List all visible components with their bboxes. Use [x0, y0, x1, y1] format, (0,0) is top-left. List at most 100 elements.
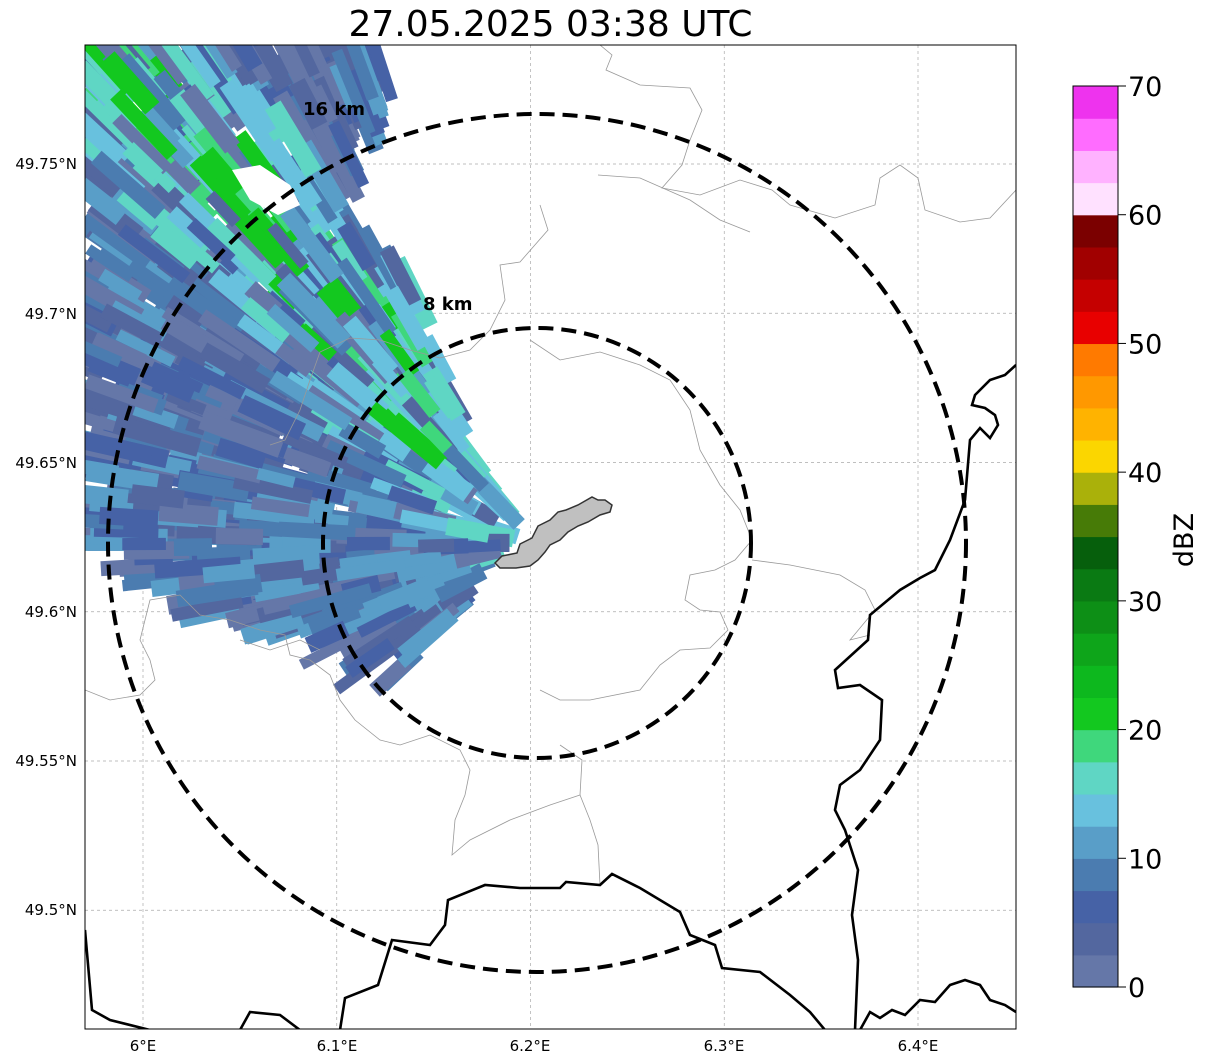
colorbar-bin-23 [1073, 214, 1118, 248]
echo-cell [85, 177, 128, 226]
echo-cell [170, 595, 244, 622]
echo-cell [90, 150, 166, 220]
echo-cell [331, 239, 368, 284]
colorbar-label: dBZ [1169, 513, 1200, 567]
echo-cell [117, 224, 191, 284]
echo-cell [226, 45, 263, 72]
echo-cell [397, 608, 455, 658]
longitude-ticks: 6°E 6.1°E 6.2°E 6.3°E 6.4°E [130, 1037, 939, 1055]
echo-cell [173, 538, 213, 557]
echo-cell [180, 83, 240, 154]
echo-cell [93, 332, 147, 367]
colorbar-bin-3 [1073, 858, 1118, 892]
echo-cell [237, 83, 278, 136]
echo-cell [173, 45, 221, 89]
echo-cell [85, 298, 114, 333]
echo-cell [189, 155, 251, 222]
echo-cell [190, 277, 246, 323]
echo-cell [288, 169, 323, 210]
echo-cell [198, 410, 285, 458]
colorbar-bin-4 [1073, 826, 1118, 859]
echo-cell [304, 620, 350, 653]
echo-cell [307, 604, 362, 636]
echo-cell [85, 212, 153, 270]
echo-cell [99, 506, 159, 528]
echo-cell [205, 190, 241, 228]
echo-cell [99, 303, 164, 348]
echo-cell [338, 422, 387, 459]
echo-cell [177, 356, 246, 400]
echo-cell [377, 577, 433, 614]
echo-cell [397, 368, 441, 418]
echo-cell [85, 339, 123, 368]
colorbar-bin-25 [1073, 150, 1118, 184]
echo-cell [85, 374, 159, 414]
echo-cell [335, 558, 407, 582]
echo-cell [346, 536, 390, 551]
colorbar-bin-13 [1073, 536, 1118, 570]
echo-cell [384, 285, 431, 351]
echo-cell [433, 563, 488, 603]
colorbar-bin-10 [1073, 633, 1118, 666]
echo-cell [328, 120, 370, 189]
colorbar-bin-11 [1073, 600, 1118, 634]
echo-cell [85, 386, 160, 429]
colorbar-ticks: 0 10 20 30 40 50 60 70 [1118, 72, 1162, 1004]
echo-cell [150, 45, 215, 103]
echo-cell [275, 342, 315, 377]
echo-cell [165, 293, 208, 330]
national-border [85, 364, 1016, 1029]
echo-cell [140, 365, 197, 403]
echo-cell [85, 91, 127, 150]
map-frame [84, 44, 1017, 1030]
colorbar-bin-8 [1073, 697, 1118, 731]
echo-cell [199, 146, 246, 197]
colorbar-bin-15 [1073, 472, 1118, 505]
echo-cell [288, 583, 373, 619]
echo-cell [331, 48, 376, 136]
colorbar-bin-27 [1073, 86, 1118, 119]
echo-cell [215, 437, 267, 470]
echo-cell [269, 370, 353, 431]
echo-cell [110, 89, 178, 161]
lat-tick-49.60: 49.6°N [25, 603, 77, 621]
echo-cell [424, 373, 462, 420]
lat-tick-49.55: 49.55°N [15, 752, 77, 770]
colorbar-frame [1072, 85, 1119, 988]
lon-tick-6.1: 6.1°E [317, 1037, 358, 1055]
echo-cell [115, 329, 176, 368]
echo-cell [158, 502, 219, 526]
echo-cell [342, 315, 399, 377]
echo-cell [442, 444, 489, 493]
echo-cell [346, 45, 379, 102]
echo-cell [379, 245, 422, 307]
colorbar-bin-14 [1073, 504, 1118, 538]
ring-label-16km: 16 km [303, 99, 365, 120]
echo-cell [196, 455, 263, 484]
colorbar-tick-4: 40 [1128, 458, 1162, 489]
echo-cell [280, 206, 344, 284]
echo-cell [215, 527, 264, 546]
colorbar-tick-1: 10 [1128, 844, 1162, 875]
echo-cell [418, 538, 455, 553]
colorbar-bin-19 [1073, 343, 1118, 377]
echo-cell [219, 79, 283, 162]
map-title: 27.05.2025 03:38 UTC [348, 4, 753, 45]
lon-tick-6.2: 6.2°E [510, 1037, 551, 1055]
echo-cell [202, 562, 256, 584]
echo-cell [250, 496, 310, 518]
echo-cell [122, 537, 166, 551]
lon-tick-6.0: 6°E [130, 1037, 157, 1055]
echo-cell [85, 108, 131, 168]
echo-cell [345, 638, 395, 678]
colorbar-bin-22 [1073, 246, 1118, 280]
colorbar-tick-7: 70 [1128, 72, 1162, 103]
colorbar-bin-18 [1073, 375, 1118, 409]
echo-cell [432, 410, 470, 454]
echo-cell [266, 303, 320, 353]
echo-cell [112, 114, 173, 175]
echo-cell [256, 467, 296, 489]
colorbar-bin-9 [1073, 665, 1118, 698]
lat-tick-49.70: 49.7°N [25, 305, 77, 323]
echo-cell [197, 309, 281, 372]
